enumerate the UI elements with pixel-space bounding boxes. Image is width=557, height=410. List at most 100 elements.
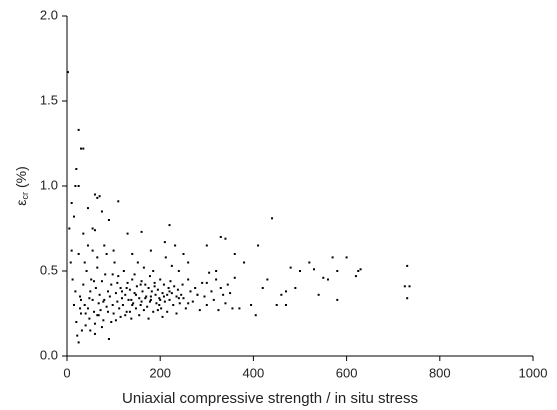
point (403, 285, 406, 288)
point (153, 285, 156, 288)
point (182, 253, 185, 255)
point (168, 298, 171, 301)
point (79, 147, 82, 150)
point (163, 241, 166, 244)
x-tick-label: 400 (243, 365, 265, 380)
point (169, 280, 172, 283)
point (203, 295, 206, 298)
point (217, 309, 220, 312)
point (144, 283, 147, 286)
point (97, 314, 100, 317)
point (205, 281, 208, 284)
point (91, 227, 94, 230)
point (152, 270, 155, 272)
point (285, 304, 288, 306)
point (84, 312, 87, 315)
point (93, 332, 96, 335)
point (181, 283, 184, 286)
point (149, 249, 152, 252)
point (82, 232, 85, 235)
point (70, 202, 73, 204)
point (93, 310, 96, 313)
point (133, 292, 136, 295)
point (231, 307, 234, 310)
point (94, 287, 97, 289)
point (408, 285, 411, 288)
point (79, 307, 82, 310)
point (160, 307, 163, 310)
point (131, 253, 134, 255)
point (148, 300, 151, 303)
x-axis-label: Uniaxial compressive strength / in situ … (122, 390, 418, 407)
point (205, 244, 208, 247)
point (174, 244, 177, 247)
point (275, 304, 278, 306)
point (111, 273, 114, 276)
point (158, 297, 161, 300)
point (93, 280, 96, 283)
x-tick-label: 600 (336, 365, 358, 380)
point (82, 147, 85, 150)
point (189, 290, 192, 293)
point (133, 273, 136, 276)
y-tick-label: 1.0 (40, 177, 58, 192)
point (158, 304, 161, 306)
point (82, 283, 85, 286)
point (175, 295, 178, 298)
point (140, 230, 143, 233)
point (131, 278, 134, 281)
point (127, 298, 130, 301)
point (243, 261, 246, 264)
point (102, 300, 105, 303)
point (196, 293, 199, 296)
point (210, 290, 213, 293)
y-tick-label: 1.5 (40, 92, 58, 107)
point (117, 275, 120, 278)
point (173, 285, 176, 288)
point (128, 288, 131, 291)
point (149, 298, 152, 301)
point (146, 305, 149, 308)
point (250, 304, 253, 306)
point (128, 310, 131, 313)
point (130, 317, 133, 320)
point (76, 334, 79, 337)
point (122, 270, 125, 272)
point (125, 310, 128, 313)
point (135, 285, 138, 288)
point (271, 217, 274, 220)
point (96, 196, 99, 199)
point (142, 309, 145, 312)
point (215, 270, 218, 272)
point (155, 302, 158, 305)
point (125, 287, 128, 289)
point (139, 283, 142, 286)
point (130, 298, 133, 301)
point (114, 292, 117, 295)
point (357, 270, 360, 272)
point (103, 298, 106, 301)
point (299, 270, 301, 272)
point (72, 215, 75, 218)
point (406, 297, 409, 300)
point (124, 314, 127, 317)
point (114, 319, 117, 322)
point (336, 298, 339, 301)
point (88, 317, 91, 320)
point (98, 293, 101, 296)
point (331, 256, 334, 259)
point (208, 271, 211, 274)
point (238, 307, 241, 310)
point (93, 193, 96, 196)
point (70, 249, 73, 252)
point (120, 297, 123, 300)
point (93, 229, 96, 232)
point (98, 195, 101, 198)
point (117, 200, 120, 203)
point (77, 128, 80, 131)
point (126, 281, 129, 284)
point (105, 305, 108, 308)
point (99, 309, 102, 312)
point (180, 293, 183, 296)
